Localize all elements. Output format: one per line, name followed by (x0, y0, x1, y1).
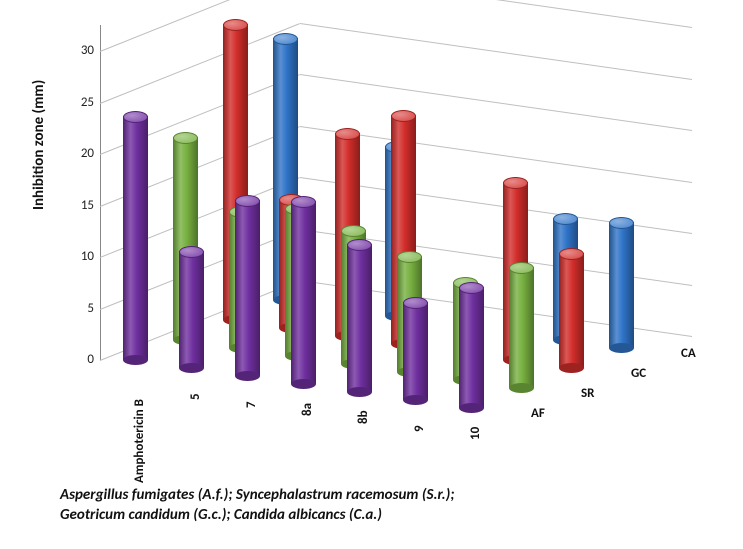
bar (609, 217, 634, 353)
y-tick-label: 15 (70, 198, 94, 213)
caption: Aspergillus fumigates (A.f.); Syncephala… (60, 485, 660, 526)
gridline (100, 23, 300, 104)
depth-label: CA (681, 346, 696, 361)
bar (509, 262, 534, 393)
bar (291, 196, 316, 389)
y-axis-label: Inhibition zone (mm) (30, 80, 48, 210)
y-tick-label: 20 (70, 146, 94, 161)
depth-label: SR (581, 386, 594, 401)
category-label: 5 (188, 393, 203, 400)
category-label: 7 (244, 401, 259, 408)
gridline (300, 74, 692, 131)
gridline (300, 0, 692, 28)
category-label: 10 (468, 427, 483, 440)
bar (403, 297, 428, 405)
y-tick-label: 30 (70, 43, 94, 58)
depth-label: GC (631, 366, 646, 381)
bar (123, 111, 148, 365)
y-tick-label: 10 (70, 249, 94, 264)
y-tick-label: 5 (70, 301, 94, 316)
gridline (300, 23, 692, 80)
bar (347, 239, 372, 397)
category-label: 8a (300, 403, 315, 416)
inhibition-chart: Inhibition zone (mm) 051015202530 Amphot… (40, 10, 700, 440)
bar (559, 248, 584, 373)
bar (459, 282, 484, 413)
y-tick-label: 25 (70, 95, 94, 110)
caption-line: Geotricum candidum (G.c.); Candida albic… (60, 506, 382, 524)
category-label: Amphotericin B (132, 399, 147, 483)
category-label: 9 (412, 425, 427, 432)
bar (235, 195, 260, 381)
depth-label: AF (531, 406, 545, 421)
bar (179, 246, 204, 373)
caption-line: Aspergillus fumigates (A.f.); Syncephala… (60, 486, 455, 504)
gridline (100, 0, 300, 52)
category-label: 8b (356, 410, 371, 424)
y-tick-label: 0 (70, 352, 94, 367)
